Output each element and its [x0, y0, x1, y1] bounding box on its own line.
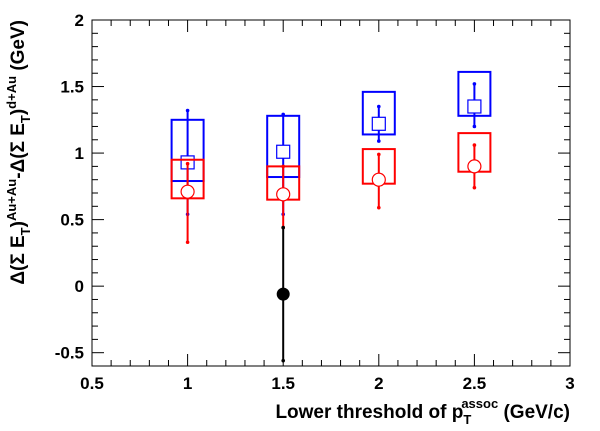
x-tick-label: 2 [374, 374, 383, 393]
error-bar-cap [472, 185, 477, 190]
y-axis-title-sub1: T [18, 227, 33, 235]
series-open-circle [170, 132, 492, 245]
series-open-square [170, 70, 492, 217]
y-axis-title-p1: Δ(Σ E [8, 235, 29, 284]
series-filled-circle [276, 225, 290, 363]
error-bar-cap [472, 124, 477, 129]
y-axis-title-sub2: T [18, 115, 33, 123]
x-axis-title-tail: (GeV/c) [498, 402, 570, 423]
x-tick-label: 1 [183, 374, 192, 393]
data-point-square [276, 144, 291, 159]
error-bar-cap [377, 152, 381, 157]
error-bar-cap [281, 112, 286, 117]
data-point-circle [276, 187, 291, 202]
error-bar-cap [185, 161, 190, 166]
x-axis-title-main: Lower threshold of p [275, 402, 463, 423]
data-point-circle [180, 184, 195, 199]
y-axis-ticks [92, 19, 570, 367]
x-tick-label: 2.5 [463, 374, 487, 393]
x-axis-title: Lower threshold of pTassoc (GeV/c) [275, 396, 570, 427]
y-tick-label: 0 [75, 277, 84, 296]
error-bar-cap [377, 205, 381, 210]
y-axis-tick-labels: -0.5 0 0.5 1 1.5 2 [55, 11, 84, 363]
data-point-square [371, 116, 386, 131]
error-bar-cap [281, 164, 286, 169]
y-axis-title-p2: ) [8, 221, 29, 227]
data-marks [170, 70, 492, 363]
x-tick-label: 0.5 [80, 374, 104, 393]
y-tick-label: -0.5 [55, 344, 84, 363]
error-bar-cap [185, 108, 190, 113]
error-bar-cap [377, 104, 381, 109]
error-bar-cap [281, 358, 286, 363]
y-axis-title: Δ(Σ ET)Au+Au-Δ(Σ ET)d+Au (GeV) [4, 20, 33, 285]
error-bar-cap [472, 143, 477, 147]
y-tick-label: 1 [75, 144, 84, 163]
y-axis-title-sup1: Au+Au [4, 179, 19, 221]
y-tick-label: 0.5 [60, 211, 84, 230]
y-axis-title-p4: ) [8, 109, 29, 115]
x-axis-title-sub: T [463, 412, 471, 427]
error-bar-cap [185, 240, 190, 245]
x-axis-tick-labels: 0.5 1 1.5 2 2.5 3 [80, 374, 575, 393]
y-axis-title-p5: (GeV) [8, 20, 29, 76]
x-tick-label: 3 [565, 374, 574, 393]
y-tick-label: 2 [75, 11, 84, 30]
y-axis-title-p3: -Δ(Σ E [8, 123, 29, 179]
data-point-filled-circle [276, 287, 290, 301]
x-axis-title-sup: assoc [461, 396, 498, 411]
error-bar-cap [377, 139, 381, 143]
y-axis-title-sup2: d+Au [4, 76, 19, 109]
plot-frame [91, 19, 571, 367]
data-point-square [467, 99, 482, 114]
data-point-circle [467, 159, 482, 174]
error-bar-cap [472, 82, 477, 86]
data-point-circle [371, 172, 386, 187]
x-axis-ticks [91, 20, 571, 366]
error-bar-cap [281, 225, 286, 230]
x-tick-label: 1.5 [271, 374, 295, 393]
y-tick-label: 1.5 [60, 78, 84, 97]
